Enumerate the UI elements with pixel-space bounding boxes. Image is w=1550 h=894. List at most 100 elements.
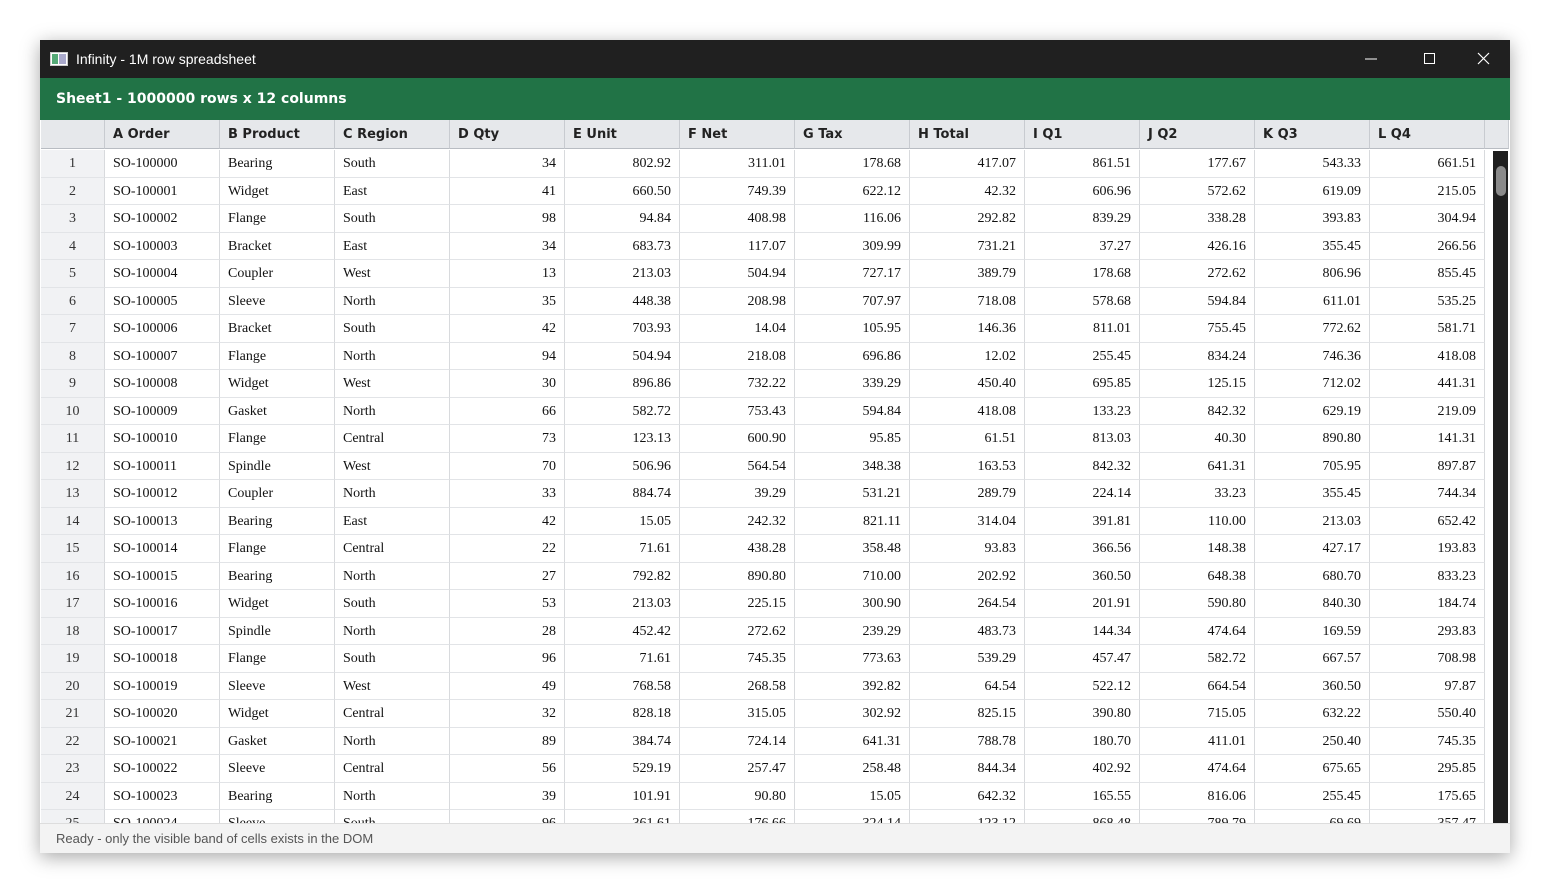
cell: Widget xyxy=(220,177,335,205)
cell: North xyxy=(335,397,450,425)
cell: 225.15 xyxy=(680,590,795,618)
cell: Central xyxy=(335,700,450,728)
cell: 144.34 xyxy=(1025,617,1140,645)
cell: 116.06 xyxy=(795,205,910,233)
cell: 768.58 xyxy=(565,672,680,700)
cell: 215.05 xyxy=(1370,177,1485,205)
cell: 715.05 xyxy=(1140,700,1255,728)
cell: SO-100018 xyxy=(105,645,220,673)
cell: Bearing xyxy=(220,150,335,178)
cell: Bearing xyxy=(220,562,335,590)
title-bar: Infinity - 1M row spreadsheet xyxy=(40,40,1510,78)
row-number: 15 xyxy=(41,535,105,563)
cell: 39 xyxy=(450,782,565,810)
cell: 710.00 xyxy=(795,562,910,590)
cell: 22 xyxy=(450,535,565,563)
cell: 309.99 xyxy=(795,232,910,260)
column-header: B Product xyxy=(220,120,335,149)
cell: 361.61 xyxy=(565,810,680,823)
cell: 833.23 xyxy=(1370,562,1485,590)
cell: SO-100008 xyxy=(105,370,220,398)
column-header: D Qty xyxy=(450,120,565,149)
cell: SO-100024 xyxy=(105,810,220,823)
cell: 755.45 xyxy=(1140,315,1255,343)
cell: 315.05 xyxy=(680,700,795,728)
cell: Sleeve xyxy=(220,287,335,315)
row-number: 24 xyxy=(41,782,105,810)
cell: 40.30 xyxy=(1140,425,1255,453)
cell: 105.95 xyxy=(795,315,910,343)
cell: 110.00 xyxy=(1140,507,1255,535)
cell: 393.83 xyxy=(1255,205,1370,233)
cell: Sleeve xyxy=(220,755,335,783)
cell: 718.08 xyxy=(910,287,1025,315)
cell: SO-100022 xyxy=(105,755,220,783)
cell: 98 xyxy=(450,205,565,233)
scrollbar[interactable] xyxy=(1493,151,1508,823)
cell: 664.54 xyxy=(1140,672,1255,700)
cell: 180.70 xyxy=(1025,727,1140,755)
scroll-thumb[interactable] xyxy=(1496,166,1506,196)
cell: SO-100003 xyxy=(105,232,220,260)
cell: 890.80 xyxy=(1255,425,1370,453)
cell: Spindle xyxy=(220,617,335,645)
cell: SO-100000 xyxy=(105,150,220,178)
cell: 66 xyxy=(450,397,565,425)
cell: 840.30 xyxy=(1255,590,1370,618)
cell: 15.05 xyxy=(565,507,680,535)
cell: 314.04 xyxy=(910,507,1025,535)
cell: 724.14 xyxy=(680,727,795,755)
cell: Flange xyxy=(220,535,335,563)
cell: 53 xyxy=(450,590,565,618)
cell: SO-100011 xyxy=(105,452,220,480)
cell: 95.85 xyxy=(795,425,910,453)
cell: 148.38 xyxy=(1140,535,1255,563)
row-number: 23 xyxy=(41,755,105,783)
cell: 28 xyxy=(450,617,565,645)
cell: 683.73 xyxy=(565,232,680,260)
cell: 96 xyxy=(450,810,565,823)
cell: 89 xyxy=(450,727,565,755)
cell: 753.43 xyxy=(680,397,795,425)
row-number: 2 xyxy=(41,177,105,205)
cell: 745.35 xyxy=(1370,727,1485,755)
row-number: 12 xyxy=(41,452,105,480)
cell: 389.79 xyxy=(910,260,1025,288)
maximize-button[interactable] xyxy=(1424,53,1435,64)
cell: 324.14 xyxy=(795,810,910,823)
cell: 69.69 xyxy=(1255,810,1370,823)
cell: 258.48 xyxy=(795,755,910,783)
cell: 101.91 xyxy=(565,782,680,810)
cell: South xyxy=(335,810,450,823)
cell: 213.03 xyxy=(565,590,680,618)
cell: 339.29 xyxy=(795,370,910,398)
cell: North xyxy=(335,562,450,590)
cell: 594.84 xyxy=(795,397,910,425)
cell: 176.66 xyxy=(680,810,795,823)
cell: 360.50 xyxy=(1255,672,1370,700)
cell: 483.73 xyxy=(910,617,1025,645)
row-number: 1 xyxy=(41,150,105,178)
cell: 42 xyxy=(450,315,565,343)
row-number: 22 xyxy=(41,727,105,755)
window-controls xyxy=(1365,52,1490,65)
cell: 355.45 xyxy=(1255,480,1370,508)
row-number: 11 xyxy=(41,425,105,453)
cell: 146.36 xyxy=(910,315,1025,343)
cell: Sleeve xyxy=(220,810,335,823)
close-button[interactable] xyxy=(1477,52,1490,65)
cell: SO-100004 xyxy=(105,260,220,288)
cell: 202.92 xyxy=(910,562,1025,590)
cell: 813.03 xyxy=(1025,425,1140,453)
cell: 642.32 xyxy=(910,782,1025,810)
cell: Coupler xyxy=(220,260,335,288)
cell: South xyxy=(335,205,450,233)
cell: 184.74 xyxy=(1370,590,1485,618)
cell: 213.03 xyxy=(1255,507,1370,535)
cell: 70 xyxy=(450,452,565,480)
sheet-header: Sheet1 - 1000000 rows x 12 columns xyxy=(40,78,1510,120)
cell: 582.72 xyxy=(1140,645,1255,673)
cell: 578.68 xyxy=(1025,287,1140,315)
cell: 242.32 xyxy=(680,507,795,535)
cell: 300.90 xyxy=(795,590,910,618)
